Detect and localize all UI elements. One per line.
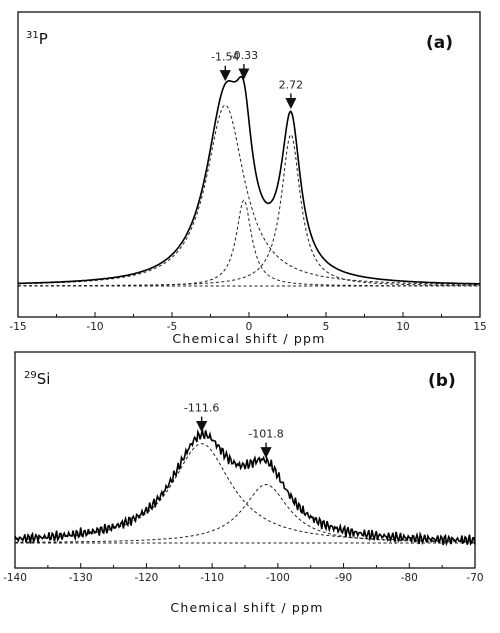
x-tick-label: -5 xyxy=(167,321,177,333)
panel-a: 31P (a) -15 -10 -5 0 5 10 15 -1.54-0.33 2.72 Ch… xyxy=(9,11,487,346)
x-tick-label: -15 xyxy=(9,321,26,333)
x-tick-label: -10 xyxy=(86,321,103,333)
panel-tag-a: (a) xyxy=(426,33,453,53)
series-group-b xyxy=(14,428,476,547)
x-tick-label: -80 xyxy=(401,572,418,584)
x-axis-title-b: Chemical shift / ppm xyxy=(170,600,323,615)
peak-label: -1.54 xyxy=(211,51,239,64)
panel-b: 29Si (b) -140 -130 -120 -110 -100 -90 -80 -70 -… xyxy=(3,351,484,615)
annotations-a: -1.54-0.33 2.72 xyxy=(211,49,304,110)
annotations-b: -111.6 -101.8 xyxy=(184,402,284,459)
fit-component--1.54 xyxy=(18,104,480,285)
x-tick-label: -140 xyxy=(3,572,27,584)
fit-component-2.72 xyxy=(18,133,480,287)
x-axis-title-a: Chemical shift / ppm xyxy=(172,331,325,346)
nucleus-label-a: 31P xyxy=(26,30,48,48)
nucleus-label-b: 29Si xyxy=(24,370,50,388)
x-axis-b: -140 -130 -120 -110 -100 -90 -80 -70 xyxy=(3,563,484,584)
experimental-spectrum xyxy=(14,428,476,547)
x-tick-label: -130 xyxy=(69,572,93,584)
x-tick-label: -120 xyxy=(135,572,159,584)
experimental-spectrum xyxy=(17,75,480,285)
nucleus-symbol-b: Si xyxy=(37,370,51,388)
nucleus-superscript-b: 29 xyxy=(24,370,37,381)
x-tick-label: 15 xyxy=(473,321,486,333)
fit-component--111.6 xyxy=(15,443,475,542)
x-tick-label: 5 xyxy=(323,321,330,333)
x-axis-a: -15 -10 -5 0 5 10 15 xyxy=(9,312,487,333)
nucleus-superscript-a: 31 xyxy=(26,30,39,41)
peak-label: 2.72 xyxy=(279,78,304,91)
panel-tag-b: (b) xyxy=(428,371,456,391)
peak-label: -0.33 xyxy=(230,49,258,62)
x-tick-label: -100 xyxy=(266,572,290,584)
x-tick-label: 0 xyxy=(246,321,253,333)
peak-label: -111.6 xyxy=(184,402,219,415)
x-tick-label: -90 xyxy=(335,572,352,584)
x-tick-label: -70 xyxy=(466,572,483,584)
series-group-a xyxy=(17,75,480,287)
x-tick-label: 10 xyxy=(396,321,409,333)
peak-label: -101.8 xyxy=(248,428,283,441)
plot-frame-b xyxy=(14,351,476,569)
fit-component--0.33 xyxy=(18,199,480,287)
x-tick-label: -110 xyxy=(200,572,224,584)
nucleus-symbol-a: P xyxy=(39,30,48,48)
